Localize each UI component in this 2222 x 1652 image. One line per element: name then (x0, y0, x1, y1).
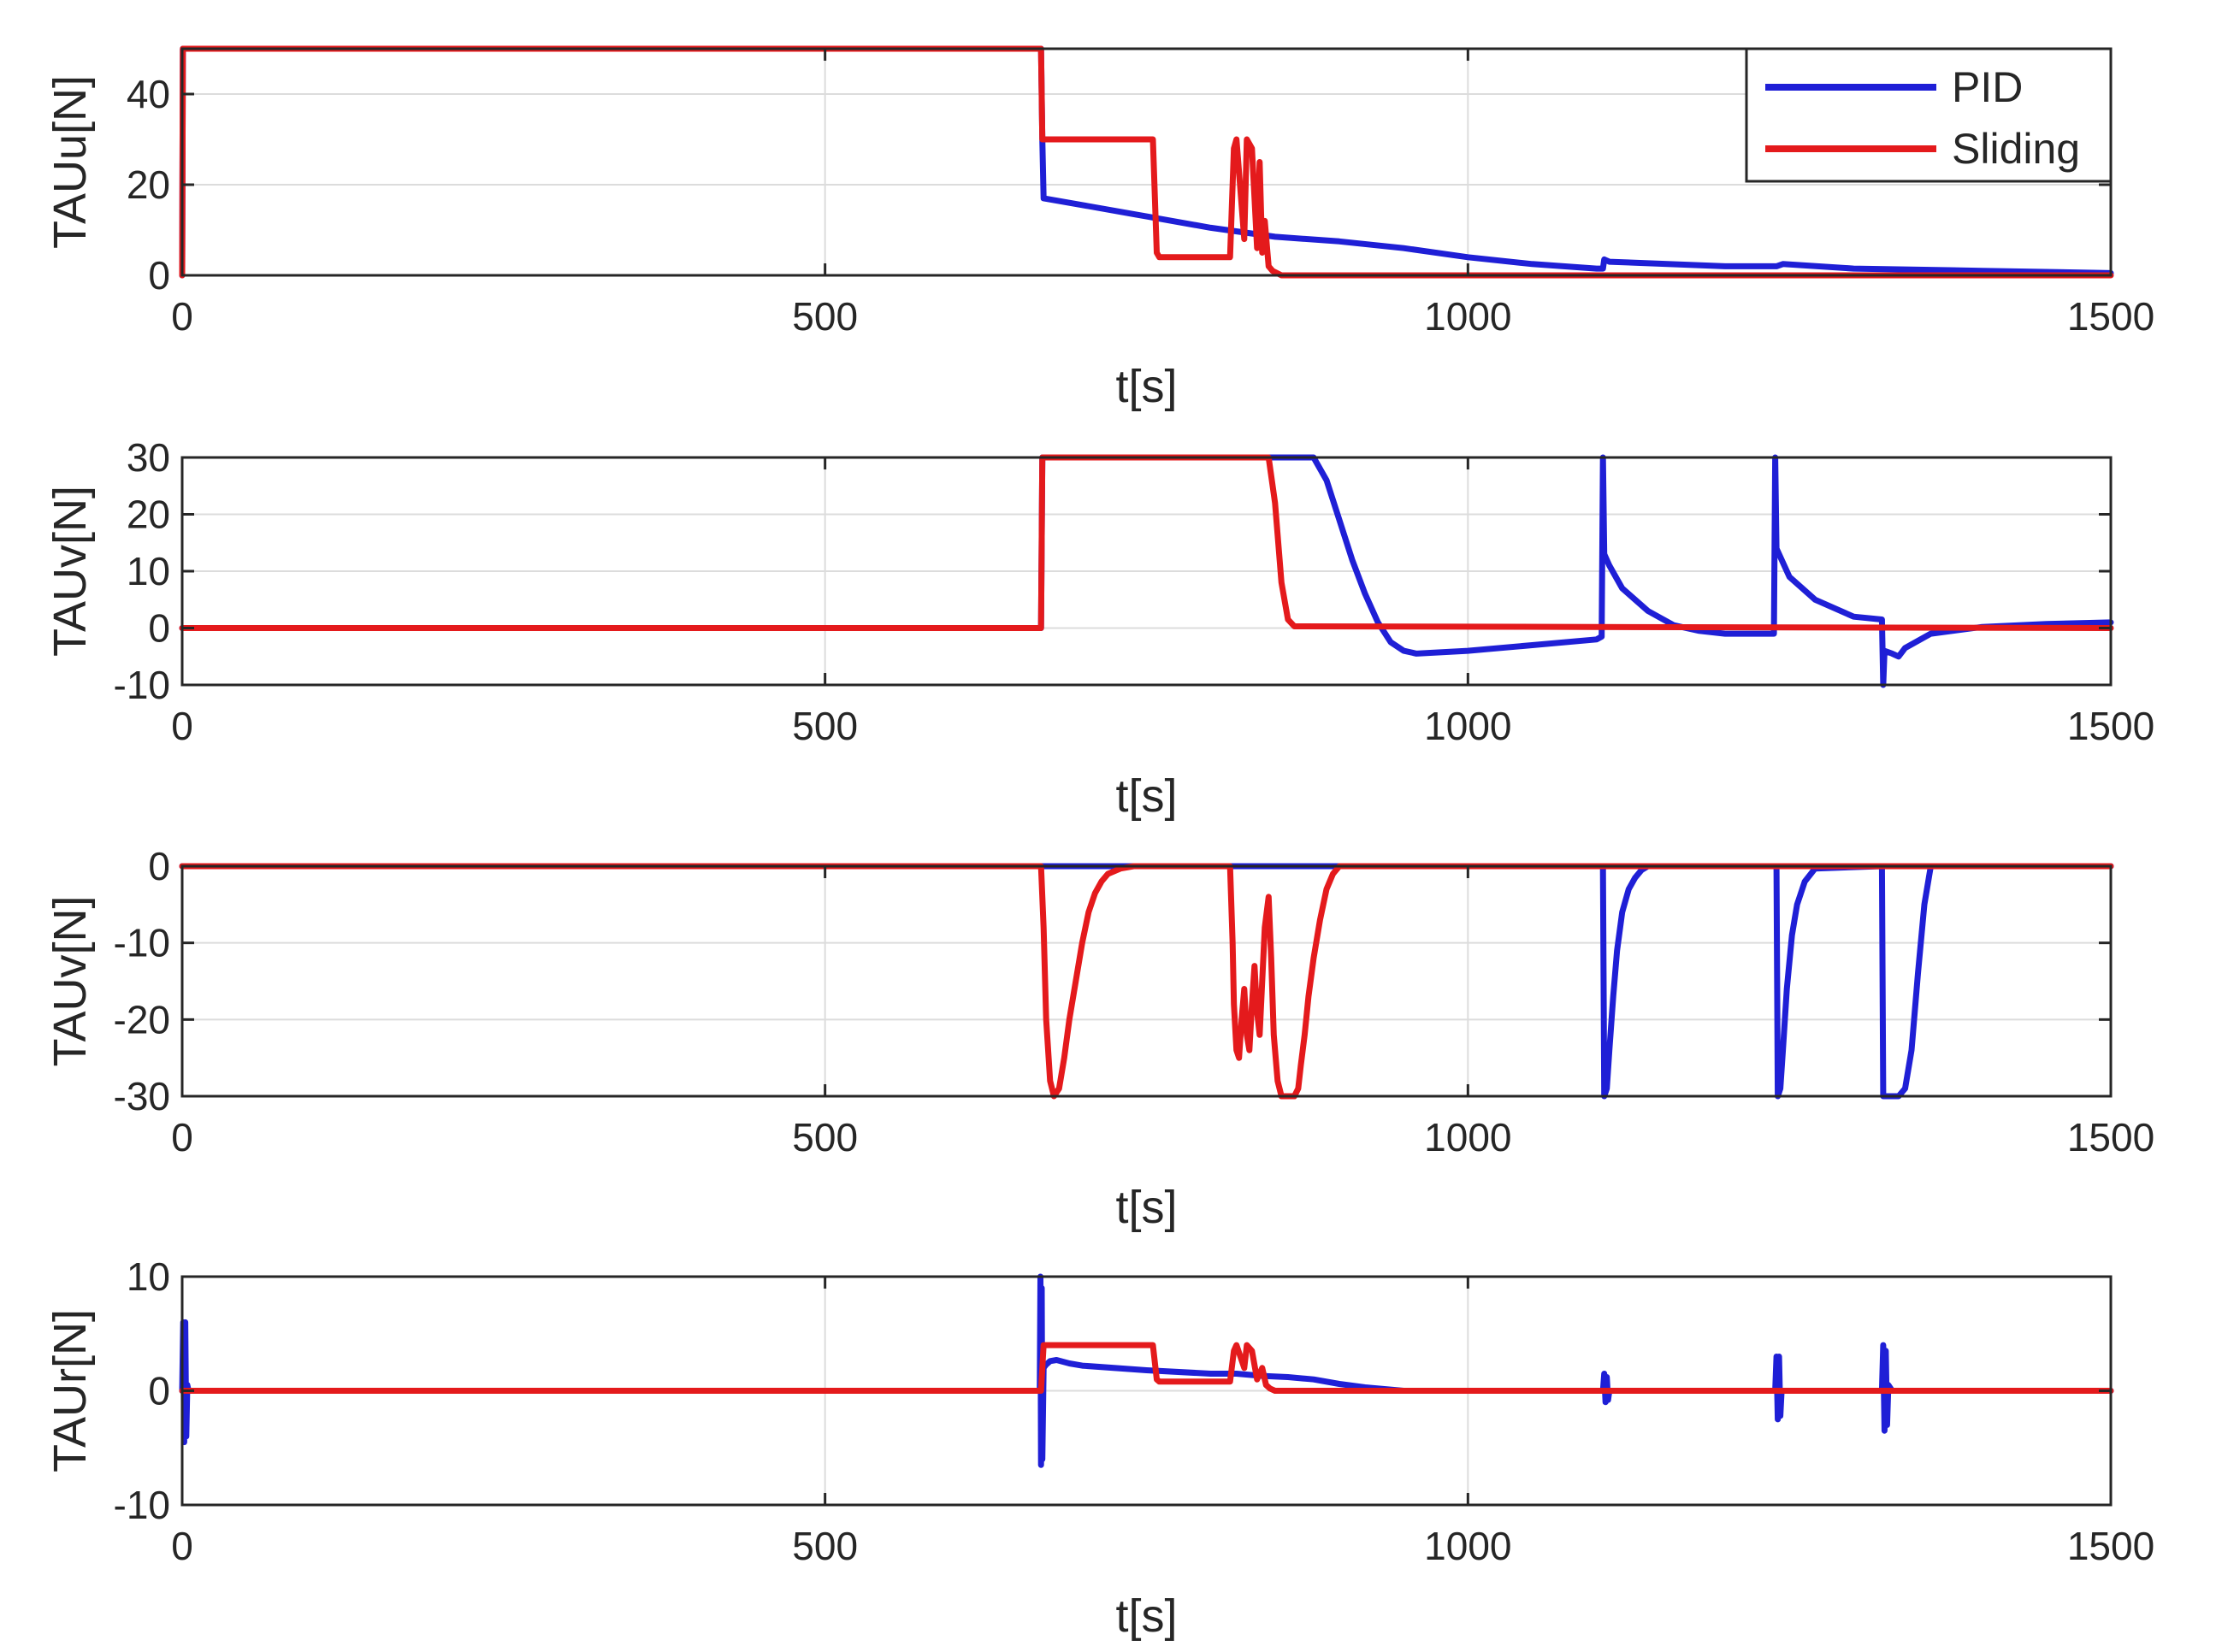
y-axis-label: TAUv[N] (44, 896, 96, 1067)
y-tick-label: 0 (148, 1369, 170, 1413)
x-tick-label: 500 (792, 1115, 858, 1159)
x-tick-label: 1000 (1424, 704, 1511, 748)
x-tick-label: 1000 (1424, 1115, 1511, 1159)
series-pid-line (179, 863, 2114, 1100)
y-tick-label: -30 (114, 1074, 170, 1118)
y-tick-label: 0 (148, 844, 170, 888)
series-pid-line (179, 1273, 2114, 1468)
legend-label-pid: PID (1952, 63, 2023, 111)
x-axis-label: t[s] (1115, 770, 1177, 822)
y-tick-label: 10 (127, 549, 170, 593)
y-tick-label: -10 (114, 921, 170, 965)
x-tick-label: 0 (171, 1524, 193, 1568)
x-tick-label: 0 (171, 294, 193, 339)
y-tick-label: -10 (114, 1483, 170, 1527)
series-sliding-line (179, 1342, 2114, 1394)
y-axis-label: TAUu[N] (44, 75, 96, 249)
series-sliding-line (179, 45, 2114, 279)
subplot-1: 0 500 1000 1500 0 20 40 t[s] TAUu[N] PID Sliding (44, 45, 2154, 412)
x-tick-label: 1500 (2067, 704, 2154, 748)
y-tick-label: 0 (148, 606, 170, 651)
x-tick-label: 0 (171, 704, 193, 748)
x-tick-label: 1000 (1424, 1524, 1511, 1568)
legend: PID Sliding (1745, 47, 2113, 183)
y-tick-label: 10 (127, 1254, 170, 1299)
x-tick-label: 500 (792, 1524, 858, 1568)
x-axis-label: t[s] (1115, 361, 1177, 412)
x-tick-label: 1500 (2067, 294, 2154, 339)
legend-box (1745, 47, 2113, 183)
y-tick-label: 0 (148, 253, 170, 298)
y-tick-label: 30 (127, 435, 170, 480)
x-axis-label: t[s] (1115, 1590, 1177, 1642)
y-tick-label: -20 (114, 997, 170, 1041)
x-tick-label: 1000 (1424, 294, 1511, 339)
subplot-3: 0 500 1000 1500 -30 -20 -10 0 t[s] TAUv[N] (44, 844, 2154, 1233)
x-tick-label: 500 (792, 294, 858, 339)
series-pid-line (179, 454, 2114, 688)
y-tick-label: 40 (127, 72, 170, 116)
y-tick-label: 20 (127, 493, 170, 537)
y-axis-label: TAUr[N] (44, 1309, 96, 1472)
legend-label-sliding: Sliding (1952, 125, 2080, 173)
y-tick-label: -10 (114, 663, 170, 707)
axes-frame (180, 864, 2113, 1098)
x-tick-label: 1500 (2067, 1524, 2154, 1568)
x-tick-label: 0 (171, 1115, 193, 1159)
x-tick-label: 1500 (2067, 1115, 2154, 1159)
y-tick-label: 20 (127, 162, 170, 207)
x-tick-label: 500 (792, 704, 858, 748)
x-axis-label: t[s] (1115, 1182, 1177, 1233)
series-sliding-line (179, 863, 2114, 1100)
y-axis-label: TAUv[N] (44, 486, 96, 657)
